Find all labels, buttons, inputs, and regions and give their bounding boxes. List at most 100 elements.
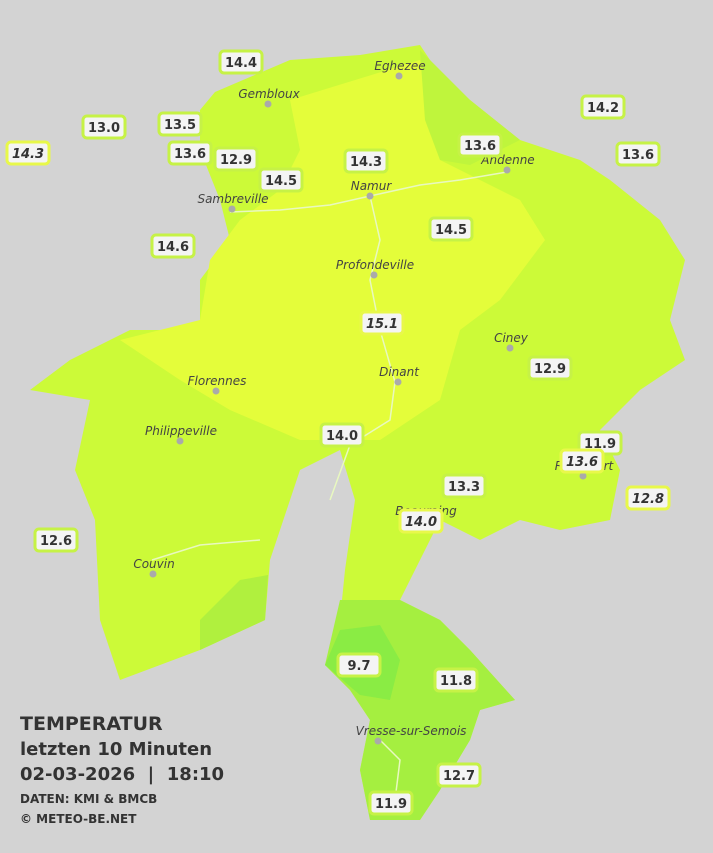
reading: 15.1 xyxy=(359,310,405,336)
reading-value: 12.9 xyxy=(534,362,566,377)
reading: 14.5 xyxy=(428,216,474,242)
reading-box xyxy=(336,652,382,678)
reading: 14.0 xyxy=(398,508,444,534)
reading-value: 12.7 xyxy=(443,769,475,784)
town-label: Namur xyxy=(351,179,393,193)
reading-value: 13.6 xyxy=(174,147,206,162)
reading-value: 11.8 xyxy=(440,674,472,689)
reading-value: 13.6 xyxy=(464,139,496,154)
reading-value: 12.6 xyxy=(40,534,72,549)
reading-value: 14.6 xyxy=(157,240,189,255)
reading-value: 13.0 xyxy=(88,121,120,136)
town-dot xyxy=(264,100,272,108)
town-label: Sambreville xyxy=(197,192,268,206)
reading-box xyxy=(258,167,304,193)
town-label: Gembloux xyxy=(238,87,300,101)
reading-box xyxy=(150,233,196,259)
reading-value: 13.6 xyxy=(622,148,654,163)
reading: 14.2 xyxy=(580,94,626,120)
town-dot xyxy=(579,472,587,480)
town-dot xyxy=(149,570,157,578)
reading-box xyxy=(213,146,259,172)
reading-box xyxy=(428,216,474,242)
reading-value: 12.9 xyxy=(220,153,252,168)
reading: 14.5 xyxy=(258,167,304,193)
reading-value: 14.3 xyxy=(12,147,44,162)
town-label: Profondeville xyxy=(336,258,414,272)
reading-value: 14.0 xyxy=(405,515,437,530)
reading-box xyxy=(157,111,203,137)
reading-value: 13.3 xyxy=(448,480,480,495)
reading-box xyxy=(33,527,79,553)
reading-value: 14.3 xyxy=(350,155,382,170)
reading: 13.3 xyxy=(441,473,487,499)
reading-box xyxy=(433,667,479,693)
reading-box xyxy=(527,355,573,381)
reading-box xyxy=(319,422,365,448)
reading-value: 13.5 xyxy=(164,118,196,133)
reading-box xyxy=(398,508,444,534)
town-dot xyxy=(395,72,403,80)
reading: 13.0 xyxy=(81,114,127,140)
town-dot xyxy=(176,437,184,445)
reading: 11.8 xyxy=(433,667,479,693)
reading-box xyxy=(625,485,671,511)
reading-box xyxy=(167,140,213,166)
reading-box xyxy=(436,762,482,788)
reading: 13.6 xyxy=(559,448,605,474)
reading-box xyxy=(5,140,51,166)
town-dot xyxy=(506,344,514,352)
reading-box xyxy=(81,114,127,140)
legend-source: DATEN: KMI & BMCB xyxy=(20,792,157,806)
reading-box xyxy=(457,132,503,158)
legend-datetime: 02-03-2026 | 18:10 xyxy=(20,764,224,785)
reading: 12.9 xyxy=(527,355,573,381)
town-dot xyxy=(370,271,378,279)
readings: 14.4 13.0 13.5 14.3 13.6 12.9 14.5 14.3 13.6 14.2… xyxy=(5,49,671,816)
legend-credit: © METEO-BE.NET xyxy=(20,812,137,826)
town-label: Ciney xyxy=(494,331,529,345)
reading-box xyxy=(343,148,389,174)
reading: 9.7 xyxy=(336,652,382,678)
reading: 13.6 xyxy=(167,140,213,166)
reading-box xyxy=(359,310,405,336)
town-dot xyxy=(366,192,374,200)
reading: 12.8 xyxy=(625,485,671,511)
reading-value: 11.9 xyxy=(375,797,407,812)
town-dot xyxy=(374,737,382,745)
reading-value: 14.5 xyxy=(435,223,467,238)
town-label: Couvin xyxy=(133,557,174,571)
cool-zone xyxy=(200,575,268,650)
reading: 14.3 xyxy=(5,140,51,166)
legend-period: letzten 10 Minuten xyxy=(20,739,212,760)
reading: 14.3 xyxy=(343,148,389,174)
reading: 12.7 xyxy=(436,762,482,788)
reading-box xyxy=(218,49,264,75)
reading-value: 13.6 xyxy=(566,455,598,470)
reading-value: 9.7 xyxy=(347,659,370,674)
town-dot xyxy=(503,166,511,174)
reading-value: 12.8 xyxy=(632,492,664,507)
reading: 11.9 xyxy=(368,790,414,816)
town-dot xyxy=(394,378,402,386)
reading: 14.6 xyxy=(150,233,196,259)
town-label: Vresse-sur-Semois xyxy=(356,724,467,738)
reading: 14.0 xyxy=(319,422,365,448)
reading-box xyxy=(441,473,487,499)
reading: 12.6 xyxy=(33,527,79,553)
reading-value: 14.2 xyxy=(587,101,619,116)
reading-value: 11.9 xyxy=(584,437,616,452)
reading-value: 14.5 xyxy=(265,174,297,189)
reading-box xyxy=(615,141,661,167)
reading-box xyxy=(559,448,605,474)
reading: 13.6 xyxy=(615,141,661,167)
town-label: Philippeville xyxy=(145,424,217,438)
reading: 12.9 xyxy=(213,146,259,172)
reading: 13.5 xyxy=(157,111,203,137)
reading-box xyxy=(368,790,414,816)
town-label: Eghezee xyxy=(374,59,425,73)
reading-box xyxy=(580,94,626,120)
town-label: Florennes xyxy=(188,374,247,388)
town-dot xyxy=(228,205,236,213)
